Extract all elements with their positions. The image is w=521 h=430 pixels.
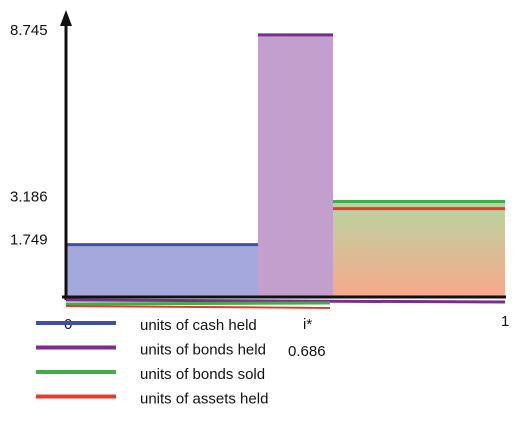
bar (333, 201, 505, 297)
base-line (65, 298, 506, 304)
x-label: i* (303, 316, 312, 333)
x-label: 1 (501, 313, 509, 330)
base-line (65, 305, 331, 309)
legend-label: units of bonds sold (140, 366, 265, 383)
base-line (65, 301, 331, 306)
y-tick-label: 1.749 (10, 232, 48, 249)
y-tick-label: 3.186 (10, 188, 48, 205)
legend-label: units of cash held (140, 317, 257, 334)
legend-label: units of bonds held (140, 341, 266, 358)
bar (66, 244, 258, 297)
bar (258, 34, 333, 297)
annotation: 0.686 (288, 343, 326, 360)
y-arrow (60, 10, 72, 26)
marks (66, 33, 505, 297)
y-tick-label: 8.745 (10, 22, 48, 39)
legend-label: units of assets held (140, 390, 268, 407)
